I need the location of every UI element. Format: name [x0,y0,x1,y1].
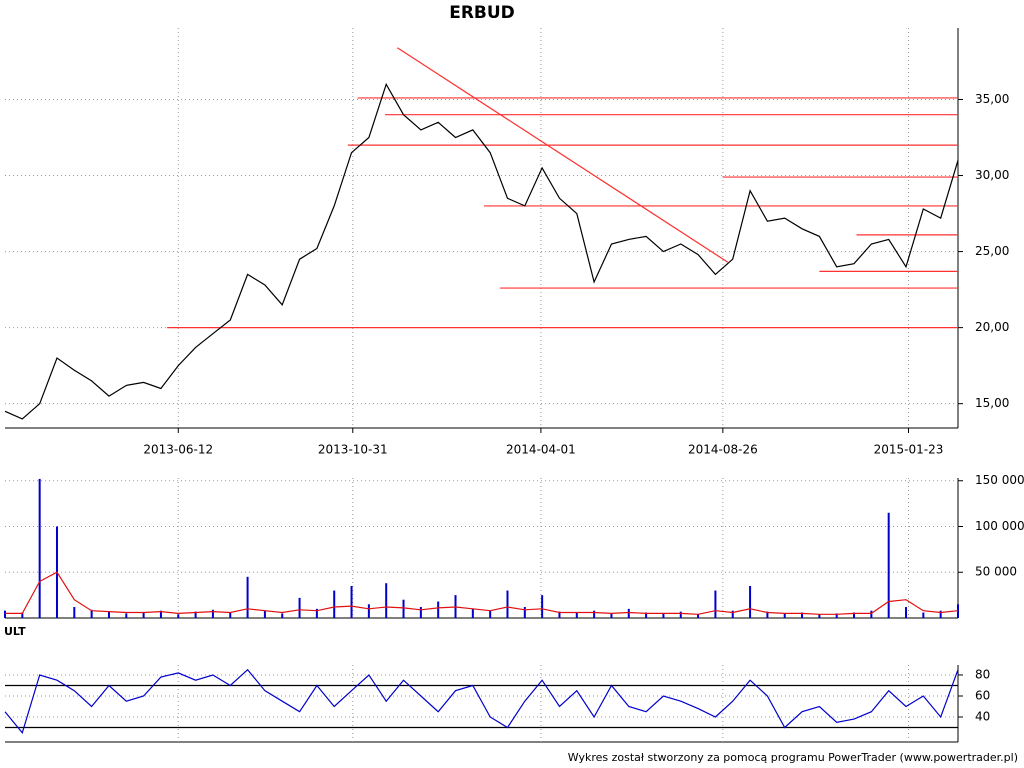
bar [922,612,925,618]
bar [489,610,492,618]
data-line [4,668,959,735]
bar [38,478,41,618]
y-tick-label: 25,00 [975,244,1009,258]
bar [506,590,509,618]
data-line [4,82,959,420]
bar [523,607,526,618]
y-tick-label: 50 000 [975,565,1017,579]
bar [419,607,422,618]
bar [575,612,578,618]
bar [315,608,318,618]
bar [90,609,93,618]
y-tick-label: 40 [975,709,990,723]
bar [610,613,613,618]
y-tick-label: 30,00 [975,168,1009,182]
bar [4,610,6,618]
chart-title: ERBUD [449,3,515,23]
bar [766,611,769,618]
y-tick-label: 150 000 [975,473,1024,487]
bar [471,608,474,618]
bar [21,612,24,618]
bar [246,576,249,618]
bar [281,613,284,618]
bar [731,610,734,618]
bar [402,599,405,618]
y-tick-label: 15,00 [975,396,1009,410]
bar [385,583,388,618]
bar [818,614,821,618]
bar [939,610,942,618]
bar [870,610,873,618]
bar [541,595,544,618]
y-tick-label: 100 000 [975,519,1024,533]
bar [714,590,717,618]
bar [645,612,648,618]
bar [125,613,128,618]
y-tick-label: 35,00 [975,92,1009,106]
trend-line [397,47,729,263]
y-tick-label: 80 [975,667,990,681]
bar [107,611,110,618]
bar [159,610,162,618]
bar [697,614,700,618]
bar [749,585,752,618]
bar [679,611,682,618]
bar [229,612,232,618]
x-tick-label: 2014-04-01 [506,443,576,457]
data-line [5,571,959,615]
x-tick-label: 2014-08-26 [688,443,758,457]
bar [783,613,786,618]
bar [333,590,336,618]
bar [853,612,856,618]
bar [350,585,353,618]
bar [593,610,596,618]
bar [73,607,76,618]
bar [177,614,180,618]
bar [905,607,908,618]
x-tick-label: 2013-10-31 [318,443,388,457]
bar [887,512,890,618]
bar [558,611,561,618]
bar [263,610,266,618]
bar [835,613,838,618]
bar [367,604,370,618]
bar [194,611,197,618]
bar [298,597,301,618]
y-tick-label: 60 [975,688,990,702]
y-tick-label: 20,00 [975,320,1009,334]
x-tick-label: 2015-01-23 [874,443,944,457]
bar [142,612,145,618]
bar [627,608,630,618]
bar [437,601,440,618]
bar [662,613,665,618]
bar [211,609,214,618]
bar [801,612,804,618]
x-tick-label: 2013-06-12 [143,443,213,457]
panel-title: ULT [4,625,26,638]
footer: Wykres został stworzony za pomocą progra… [568,751,1018,764]
